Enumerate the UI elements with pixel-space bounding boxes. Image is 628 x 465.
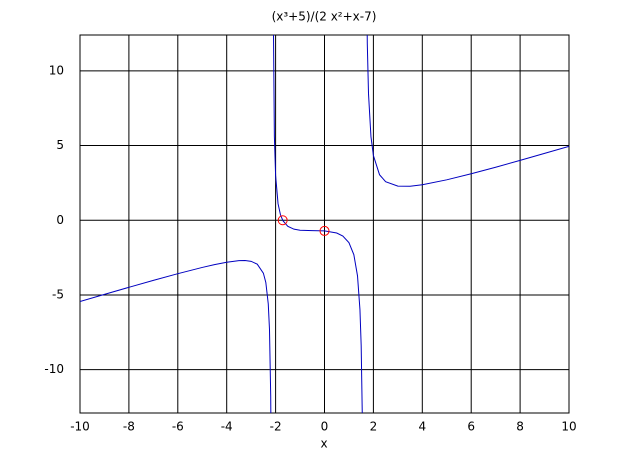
chart-title: (x³+5)/(2 x²+x-7) (272, 10, 377, 24)
x-tick-label: 8 (516, 420, 524, 434)
x-tick-label: 6 (467, 420, 475, 434)
x-tick-label: 2 (370, 420, 378, 434)
x-tick-label: 4 (418, 420, 426, 434)
root-marker (277, 215, 288, 226)
x-axis-label: x (320, 437, 327, 451)
y-tick-label: 5 (56, 138, 64, 152)
x-tick-label: -6 (172, 420, 184, 434)
x-tick-label: -10 (70, 420, 90, 434)
x-tick-label: -2 (270, 420, 282, 434)
y-tick-label: -5 (52, 287, 64, 301)
x-tick-label: 0 (321, 420, 329, 434)
y-tick-label: 10 (49, 63, 64, 77)
curve (80, 35, 569, 413)
x-tick-label: -4 (221, 420, 233, 434)
x-tick-label: -8 (123, 420, 135, 434)
y-tick-label: -10 (44, 362, 64, 376)
y-tick-label: 0 (56, 213, 64, 227)
root-marker (319, 225, 330, 236)
x-tick-label: 10 (561, 420, 576, 434)
